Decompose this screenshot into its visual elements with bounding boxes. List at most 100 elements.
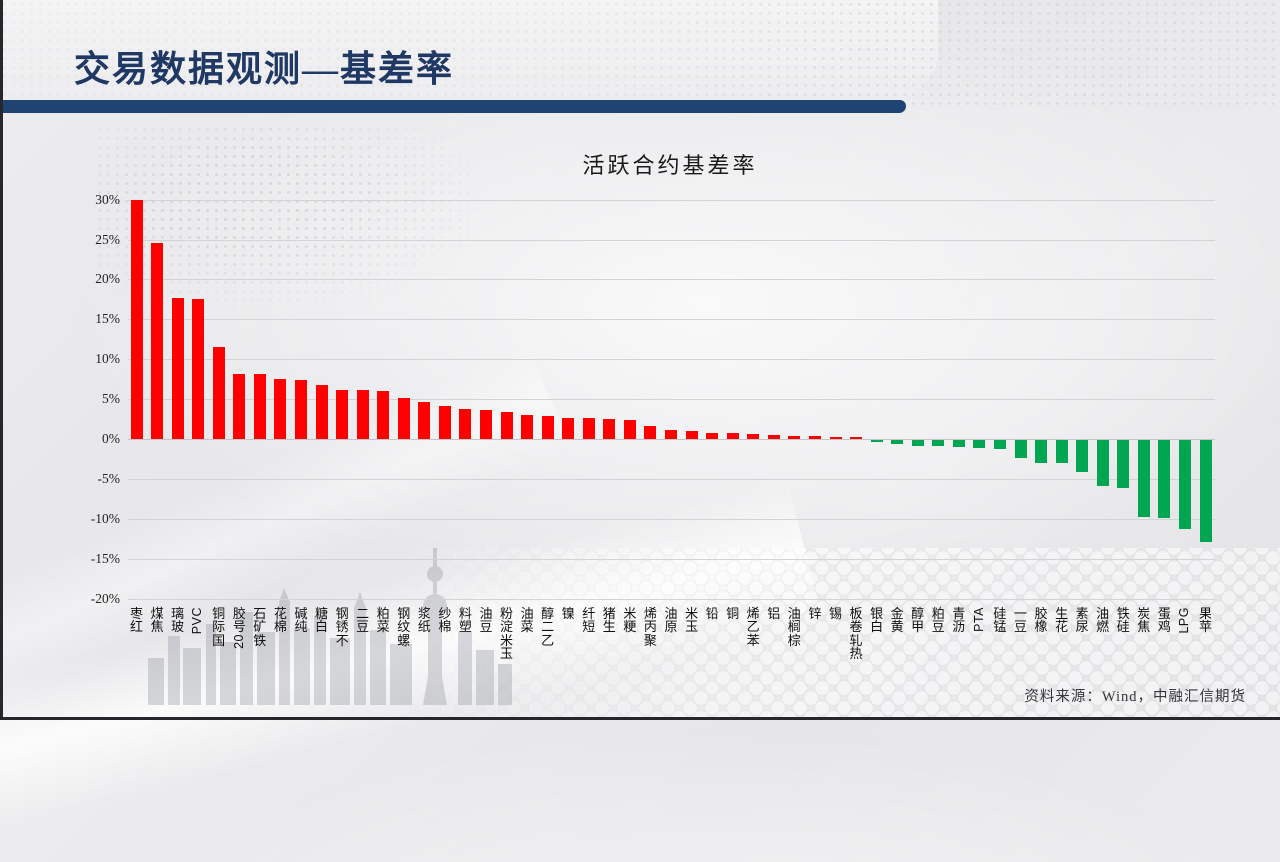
bar-LPG (1178, 440, 1191, 530)
category-label: 素尿 (1074, 607, 1090, 634)
category-label-char: 铅 (705, 605, 719, 621)
category-label-char: 硅 (993, 605, 1007, 621)
category-label-char: 锰 (993, 619, 1007, 635)
category-label: 粕豆 (930, 607, 946, 634)
gridline (128, 518, 1215, 520)
y-axis-tick-label: -10% (90, 510, 120, 526)
category-label-char: 米 (499, 632, 513, 648)
category-label-char: 花 (273, 605, 287, 621)
category-label-char: 锈 (335, 619, 349, 635)
category-label-char: 胶 (1034, 605, 1048, 621)
bar-豆粕 (932, 440, 945, 447)
category-label: 二豆 (355, 607, 371, 634)
category-label-char: 焦 (150, 619, 164, 635)
category-label: 铜际国 (211, 607, 227, 648)
bar-热轧卷板 (850, 437, 862, 439)
category-label: 料塑 (457, 607, 473, 634)
y-axis-tick-label: 5% (102, 391, 120, 407)
category-label-char: 沥 (952, 619, 966, 635)
y-axis-tick-label: 0% (102, 431, 120, 446)
category-label-char: 号 (232, 619, 246, 635)
category-label-char: 焦 (1137, 619, 1151, 635)
category-label-char: 油 (479, 605, 493, 621)
category-label-char: 橡 (1034, 619, 1048, 635)
category-label-char: 铁 (1116, 605, 1130, 621)
category-label-char: 板 (849, 605, 863, 621)
source-note: 资料来源：Wind，中融汇信期货 (1024, 689, 1246, 705)
category-label-char: 白 (314, 619, 328, 635)
category-label-char: 料 (458, 605, 472, 621)
category-label-char: 粕 (931, 605, 945, 621)
category-label: 油菜 (519, 607, 535, 634)
category-label-char: 原 (664, 619, 678, 635)
bar-黄金 (891, 440, 904, 444)
category-label: 浆纸 (416, 607, 432, 634)
category-label: 粕菜 (375, 607, 391, 634)
category-label-char: 聚 (643, 632, 657, 648)
category-label-char: 白 (870, 619, 884, 635)
bar-棉纱 (438, 406, 451, 439)
category-label-char: 玻 (171, 619, 185, 635)
category-label-char: 蛋 (1157, 605, 1171, 621)
category-label-char: 醇 (911, 605, 925, 621)
category-label: 锌 (807, 607, 823, 621)
gridline (128, 239, 1215, 241)
bar-乙二醇 (541, 415, 554, 439)
category-label-char: 矿 (253, 619, 267, 635)
category-label-char: 金 (890, 605, 904, 621)
category-label: 油原 (663, 607, 679, 634)
bar-玻璃 (171, 297, 184, 439)
category-label-char: 棉 (438, 619, 452, 635)
bar-PVC (192, 298, 205, 439)
category-label: LPG (1177, 607, 1193, 634)
category-label-char: 果 (1198, 605, 1212, 621)
category-label: 枣红 (129, 607, 145, 634)
bar-苹果 (1199, 440, 1212, 543)
category-label-char: 纯 (294, 619, 308, 635)
bar-焦炭 (1137, 440, 1150, 517)
category-label-char: 玉 (685, 619, 699, 635)
bar-铝 (767, 435, 780, 439)
bar-菜粕 (377, 391, 390, 439)
category-label-char: 尿 (1075, 619, 1089, 635)
gridline (128, 319, 1215, 321)
bar-生猪 (603, 419, 616, 440)
category-label-char: 烯 (746, 605, 760, 621)
city-skyline-silhouette (148, 548, 512, 705)
category-label: 胶号 20 (231, 607, 247, 649)
category-label-char: 粉 (499, 605, 513, 621)
bar-国际铜 (212, 347, 225, 439)
category-label-char: 青 (952, 605, 966, 621)
category-label-char: PTA (971, 606, 986, 632)
category-label-char: 二 (541, 619, 555, 635)
category-label-char: 豆 (479, 619, 493, 635)
category-label: 油燃 (1095, 607, 1111, 634)
category-label-char: 苹 (1198, 619, 1212, 635)
gridline (128, 399, 1215, 401)
category-label-char: 钢 (397, 605, 411, 621)
category-label: 油榈棕 (786, 607, 802, 648)
category-label-char: 油 (787, 605, 801, 621)
category-label: 醇二乙 (540, 607, 556, 648)
category-label-char: 璃 (171, 605, 185, 621)
bar-镍 (562, 417, 575, 439)
gridline (128, 279, 1215, 281)
category-label-char: 棕 (787, 632, 801, 648)
y-axis-tick-label: -5% (97, 470, 121, 486)
bar-橡胶 (1035, 440, 1047, 464)
category-label-char: 纤 (582, 605, 596, 621)
category-label-char: 卷 (849, 619, 863, 635)
category-label: 胶橡 (1033, 607, 1049, 634)
category-label: 纱棉 (437, 607, 453, 634)
category-label-char: 黄 (890, 619, 904, 635)
category-label: 糖白 (314, 607, 330, 634)
bar-棉花 (274, 379, 287, 439)
category-label-char: 豆 (1013, 619, 1027, 635)
category-label-char: 石 (253, 605, 267, 621)
gridline (128, 598, 1215, 600)
bar-纯碱 (295, 379, 307, 439)
category-label-char: 锌 (808, 605, 822, 621)
chart-title: 活跃合约基差率 (582, 153, 758, 178)
bar-豆油 (480, 410, 492, 439)
category-label-char: 一 (1013, 605, 1027, 621)
